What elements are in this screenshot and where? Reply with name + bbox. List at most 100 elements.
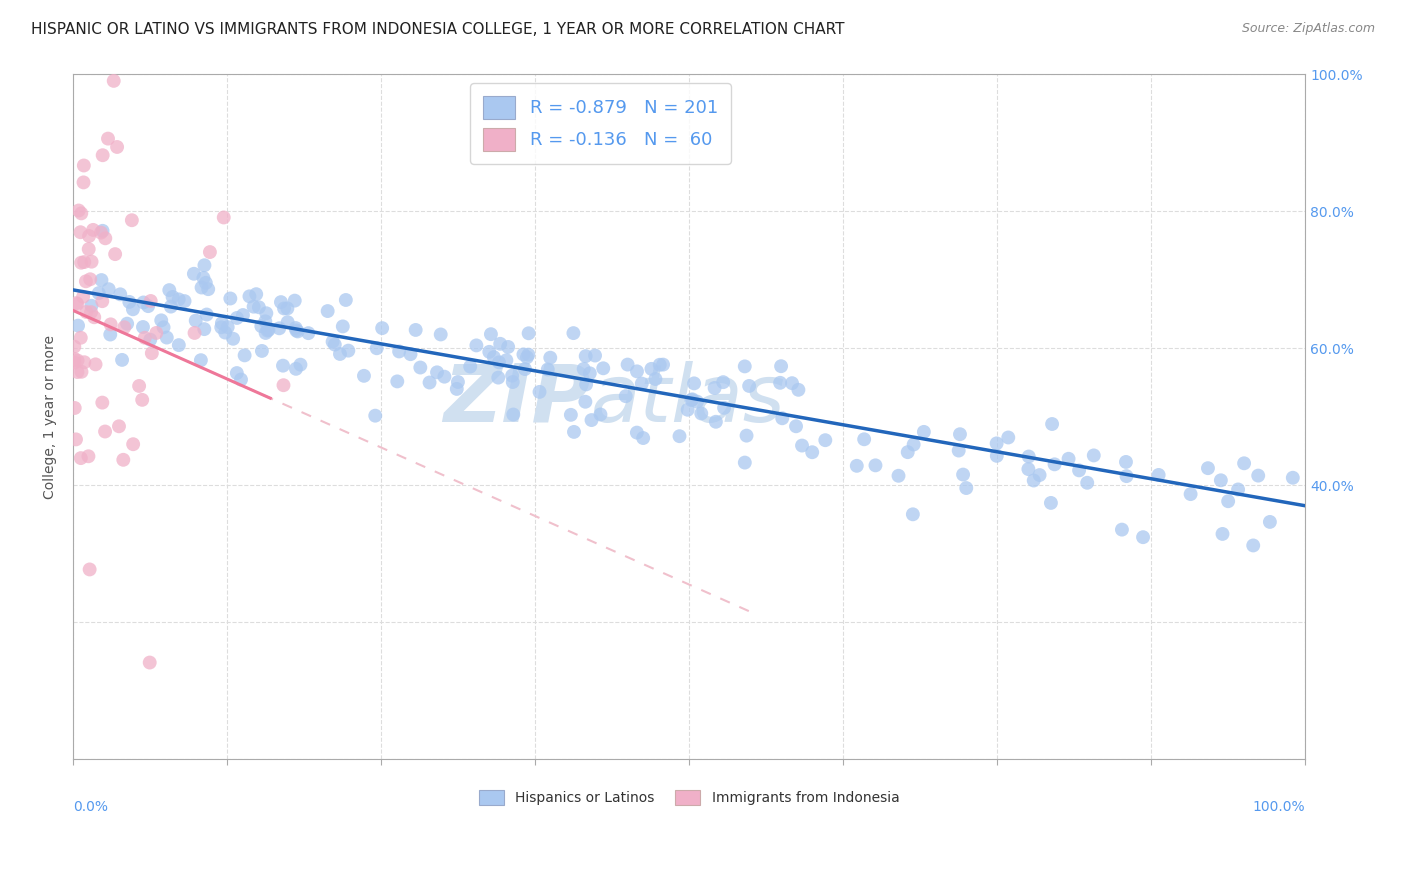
Point	[70, 365, 93, 379]
Point	[212, 211, 235, 225]
Point	[69, 451, 91, 466]
Point	[562, 326, 585, 340]
Point	[69, 331, 91, 345]
Point	[1018, 450, 1040, 464]
Point	[214, 326, 236, 340]
Point	[787, 383, 810, 397]
Point	[103, 74, 125, 88]
Point	[73, 255, 96, 269]
Point	[91, 395, 114, 409]
Point	[630, 376, 652, 391]
Point	[134, 331, 156, 345]
Point	[91, 294, 114, 309]
Point	[711, 375, 734, 389]
Point	[1028, 468, 1050, 483]
Point	[115, 317, 138, 331]
Point	[589, 408, 612, 422]
Point	[256, 324, 278, 338]
Point	[502, 408, 524, 422]
Point	[399, 347, 422, 361]
Point	[949, 427, 972, 442]
Point	[79, 562, 101, 576]
Point	[801, 445, 824, 459]
Point	[488, 355, 510, 369]
Point	[592, 361, 614, 376]
Point	[486, 370, 509, 384]
Point	[94, 231, 117, 245]
Point	[270, 295, 292, 310]
Point	[269, 321, 291, 335]
Point	[704, 415, 727, 429]
Text: ZIP: ZIP	[443, 360, 591, 439]
Point	[173, 294, 195, 309]
Point	[683, 376, 706, 391]
Point	[388, 344, 411, 359]
Point	[1040, 417, 1063, 431]
Point	[616, 358, 638, 372]
Point	[429, 327, 451, 342]
Point	[465, 338, 488, 352]
Point	[703, 381, 725, 395]
Point	[538, 351, 561, 365]
Point	[652, 358, 675, 372]
Point	[1076, 475, 1098, 490]
Point	[284, 321, 307, 335]
Point	[1083, 449, 1105, 463]
Point	[574, 394, 596, 409]
Point	[562, 425, 585, 439]
Point	[1233, 456, 1256, 470]
Point	[66, 297, 89, 311]
Point	[138, 656, 160, 670]
Point	[1281, 471, 1303, 485]
Point	[496, 340, 519, 354]
Point	[157, 283, 180, 297]
Point	[132, 320, 155, 334]
Point	[150, 313, 173, 327]
Point	[152, 320, 174, 334]
Point	[790, 438, 813, 452]
Point	[82, 223, 104, 237]
Point	[770, 411, 793, 425]
Point	[108, 419, 131, 434]
Point	[136, 299, 159, 313]
Point	[845, 458, 868, 473]
Point	[80, 299, 103, 313]
Point	[211, 316, 233, 330]
Point	[1043, 458, 1066, 472]
Point	[482, 350, 505, 364]
Point	[167, 338, 190, 352]
Point	[387, 375, 409, 389]
Point	[1211, 527, 1233, 541]
Point	[614, 389, 637, 403]
Point	[447, 375, 470, 389]
Point	[104, 247, 127, 261]
Point	[572, 362, 595, 376]
Point	[648, 358, 671, 372]
Point	[70, 256, 93, 270]
Point	[128, 379, 150, 393]
Point	[232, 308, 254, 322]
Point	[121, 213, 143, 227]
Point	[194, 276, 217, 290]
Point	[73, 159, 96, 173]
Point	[1218, 494, 1240, 508]
Point	[97, 131, 120, 145]
Point	[226, 310, 249, 325]
Point	[364, 409, 387, 423]
Point	[952, 467, 974, 482]
Point	[1209, 473, 1232, 487]
Point	[284, 293, 307, 308]
Point	[195, 308, 218, 322]
Point	[97, 282, 120, 296]
Point	[1258, 515, 1281, 529]
Point	[67, 318, 90, 333]
Point	[297, 326, 319, 340]
Point	[75, 305, 97, 319]
Point	[77, 229, 100, 244]
Point	[734, 456, 756, 470]
Point	[322, 334, 344, 349]
Point	[332, 319, 354, 334]
Point	[111, 352, 134, 367]
Point	[1247, 468, 1270, 483]
Text: 100.0%: 100.0%	[1253, 800, 1305, 814]
